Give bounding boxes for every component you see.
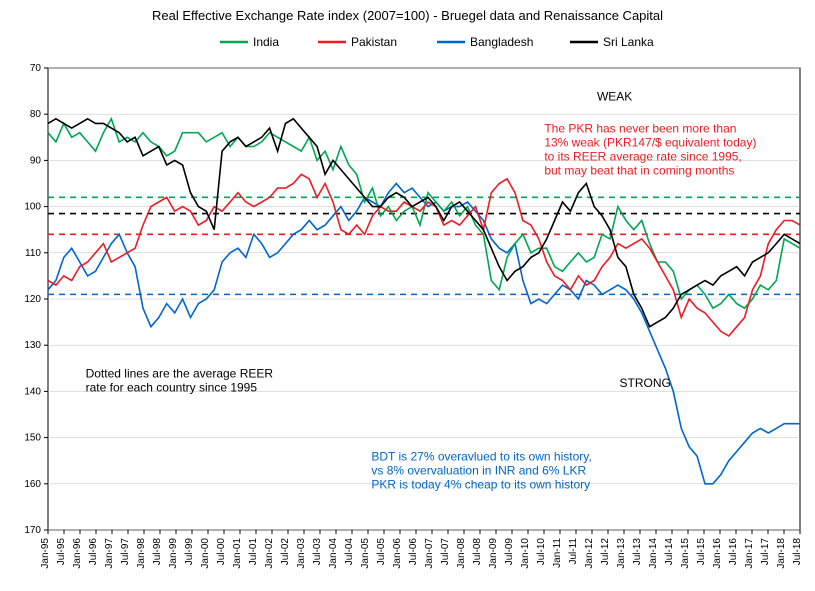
anno-dotted: rate for each country since 1995: [86, 381, 258, 395]
x-tick-label: Jan-16: [712, 538, 723, 569]
anno-dotted: Dotted lines are the average REER: [86, 367, 274, 381]
x-tick-label: Jul-18: [792, 538, 803, 566]
anno-weak: WEAK: [597, 89, 632, 103]
x-tick-label: Jul-01: [248, 538, 259, 566]
x-tick-label: Jan-95: [40, 538, 51, 569]
x-tick-label: Jul-17: [760, 538, 771, 566]
x-tick-label: Jul-10: [536, 538, 547, 566]
legend-label: Bangladesh: [470, 35, 533, 49]
x-tick-label: Jan-99: [168, 538, 179, 569]
x-tick-label: Jul-98: [152, 538, 163, 566]
x-tick-label: Jan-15: [680, 538, 691, 569]
x-tick-label: Jan-10: [520, 538, 531, 569]
x-tick-label: Jan-12: [584, 538, 595, 569]
y-tick-label: 100: [24, 202, 41, 213]
x-tick-label: Jul-14: [664, 538, 675, 566]
y-tick-label: 90: [30, 155, 42, 166]
x-tick-label: Jan-02: [264, 538, 275, 569]
anno-pkr: to its REER average rate since 1995,: [544, 150, 741, 164]
x-tick-label: Jan-03: [296, 538, 307, 569]
x-tick-label: Jul-15: [696, 538, 707, 566]
x-tick-label: Jul-16: [728, 538, 739, 566]
x-tick-label: Jan-07: [424, 538, 435, 569]
x-tick-label: Jul-07: [440, 538, 451, 566]
legend: India Pakistan Bangladesh Sri Lanka: [220, 35, 654, 49]
anno-pkr: The PKR has never been more than: [544, 122, 736, 136]
x-tick-label: Jul-08: [472, 538, 483, 566]
x-tick-label: Jan-09: [488, 538, 499, 569]
anno-pkr: 13% weak (PKR147/$ equivalent today): [544, 136, 756, 150]
x-tick-label: Jan-18: [776, 538, 787, 569]
x-tick-label: Jul-04: [344, 538, 355, 566]
x-tick-label: Jul-06: [408, 538, 419, 566]
x-tick-label: Jan-06: [392, 538, 403, 569]
legend-label: India: [253, 35, 279, 49]
x-tick-label: Jan-98: [136, 538, 147, 569]
y-tick-label: 140: [24, 386, 41, 397]
x-tick-label: Jul-95: [56, 538, 67, 566]
y-tick-label: 130: [24, 340, 41, 351]
x-tick-label: Jan-17: [744, 538, 755, 569]
x-tick-label: Jul-05: [376, 538, 387, 566]
x-tick-label: Jul-13: [632, 538, 643, 566]
x-tick-label: Jul-97: [120, 538, 131, 566]
x-tick-label: Jul-11: [568, 538, 579, 565]
x-tick-label: Jan-11: [552, 538, 563, 568]
x-tick-label: Jul-02: [280, 538, 291, 566]
y-tick-label: 110: [25, 248, 41, 259]
chart-container: Real Effective Exchange Rate index (2007…: [0, 0, 815, 591]
y-tick-label: 160: [24, 479, 41, 490]
series-pakistan: [48, 174, 800, 336]
x-tick-label: Jan-97: [104, 538, 115, 569]
x-tick-label: Jul-09: [504, 538, 515, 566]
x-tick-label: Jan-14: [648, 538, 659, 569]
legend-label: Sri Lanka: [603, 35, 654, 49]
x-tick-label: Jul-12: [600, 538, 611, 566]
y-tick-label: 150: [24, 433, 41, 444]
chart-title: Real Effective Exchange Rate index (2007…: [152, 8, 663, 23]
x-tick-label: Jan-08: [456, 538, 467, 569]
series-bangladesh: [48, 184, 800, 484]
anno-strong: STRONG: [620, 376, 671, 390]
anno-bdt: vs 8% overvaluation in INR and 6% LKR: [371, 464, 586, 478]
x-tick-label: Jul-99: [184, 538, 195, 566]
reer-chart: Real Effective Exchange Rate index (2007…: [0, 0, 815, 591]
x-tick-label: Jan-00: [200, 538, 211, 569]
x-tick-label: Jan-96: [72, 538, 83, 569]
x-tick-label: Jan-01: [232, 538, 243, 569]
x-tick-label: Jan-04: [328, 538, 339, 569]
x-tick-label: Jan-13: [616, 538, 627, 569]
y-tick-label: 80: [30, 109, 42, 120]
x-tick-label: Jul-96: [88, 538, 99, 566]
y-tick-label: 170: [24, 525, 41, 536]
anno-bdt: BDT is 27% overavlued to its own history…: [371, 450, 591, 464]
anno-pkr: but may beat that in coming months: [544, 164, 734, 178]
y-tick-label: 70: [30, 63, 42, 74]
anno-bdt: PKR is today 4% cheap to its own history: [371, 478, 590, 492]
x-tick-label: Jul-03: [312, 538, 323, 566]
x-tick-label: Jan-05: [360, 538, 371, 569]
legend-label: Pakistan: [351, 35, 397, 49]
y-tick-label: 120: [24, 294, 41, 305]
x-tick-label: Jul-00: [216, 538, 227, 566]
